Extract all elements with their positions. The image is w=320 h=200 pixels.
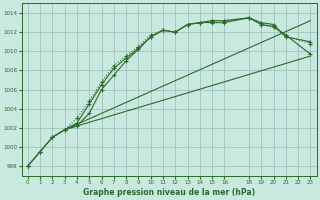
X-axis label: Graphe pression niveau de la mer (hPa): Graphe pression niveau de la mer (hPa) [83,188,255,197]
